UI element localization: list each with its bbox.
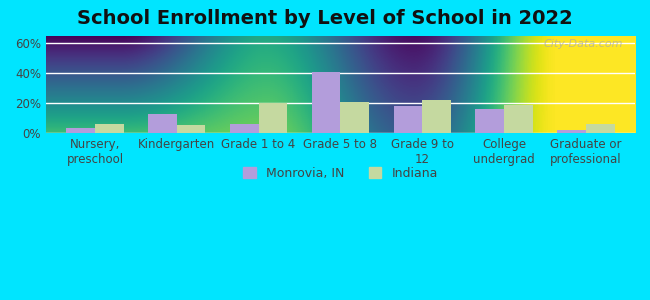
Bar [475, 109, 504, 133]
Legend: Monrovia, IN, Indiana: Monrovia, IN, Indiana [239, 163, 441, 183]
Bar [259, 103, 287, 133]
Bar [557, 130, 586, 133]
Bar [66, 128, 95, 133]
Bar [177, 125, 205, 133]
Bar [394, 106, 422, 133]
Bar [504, 105, 533, 133]
Bar [95, 124, 124, 133]
Bar [422, 100, 451, 133]
Text: School Enrollment by Level of School in 2022: School Enrollment by Level of School in … [77, 9, 573, 28]
Bar [312, 72, 341, 133]
Text: City-Data.com: City-Data.com [543, 39, 623, 49]
Bar [586, 124, 614, 133]
Bar [230, 124, 259, 133]
Bar [341, 102, 369, 133]
Bar [148, 114, 177, 133]
